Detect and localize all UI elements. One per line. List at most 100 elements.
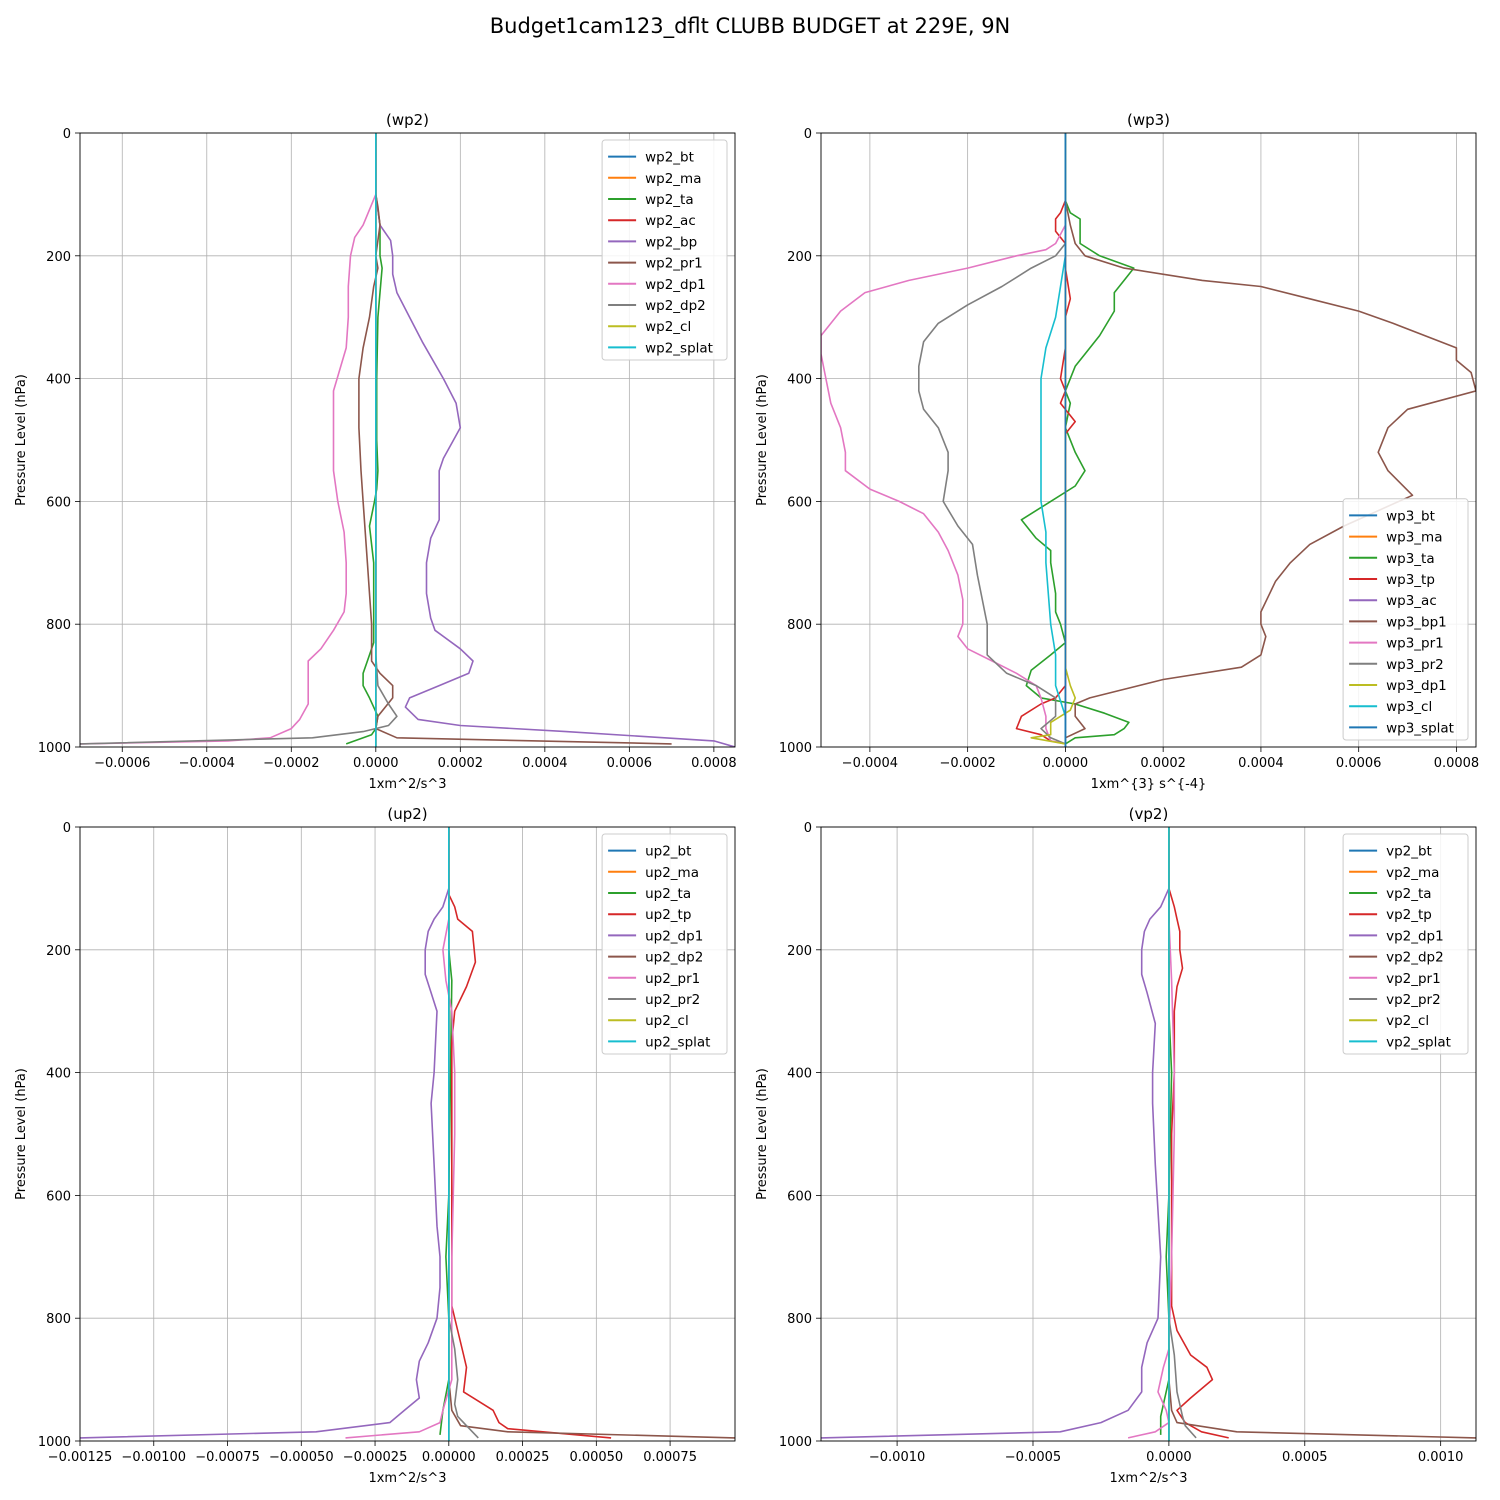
legend-label-vp2_bt: vp2_bt: [1386, 844, 1432, 860]
x-axis-label: 1xm^2/s^3: [368, 777, 446, 792]
y-tick-label: 600: [787, 495, 812, 510]
legend-label-wp3_pr1: wp3_pr1: [1386, 636, 1444, 652]
series-line-wp3_cl: [1040, 133, 1067, 747]
figure-title: Budget1cam123_dflt CLUBB BUDGET at 229E,…: [489, 14, 1011, 38]
series-line-up2_pr2: [447, 827, 479, 1439]
x-tick-label: −0.0004: [842, 756, 898, 771]
x-tick-label: −0.00125: [48, 1450, 113, 1465]
series-line-wp3_tp: [1015, 133, 1076, 745]
series-line-wp3_pr2: [917, 133, 1067, 745]
x-tick-label: −0.00050: [269, 1450, 334, 1465]
x-tick-label: 0.0000: [353, 756, 399, 771]
x-tick-label: −0.0006: [94, 756, 150, 771]
x-tick-label: 0.0004: [1238, 756, 1284, 771]
legend-label-up2_dp2: up2_dp2: [645, 950, 703, 966]
legend-label-vp2_pr1: vp2_pr1: [1386, 971, 1441, 987]
x-tick-label: −0.0004: [179, 756, 235, 771]
legend-label-wp3_dp1: wp3_dp1: [1386, 678, 1447, 694]
legend-label-vp2_cl: vp2_cl: [1386, 1013, 1429, 1029]
legend-label-up2_cl: up2_cl: [645, 1013, 689, 1029]
series-line-wp2_dp1: [80, 133, 377, 745]
legend-label-wp3_ma: wp3_ma: [1386, 530, 1442, 546]
x-tick-label: 0.00050: [569, 1450, 623, 1465]
chart-panel-0: −0.0006 −0.0004 −0.0002 0.0000 0.0002 0.0004 0…: [14, 111, 737, 792]
legend-label-wp2_dp2: wp2_dp2: [645, 298, 706, 314]
y-tick-label: 800: [787, 1312, 812, 1327]
legend-label-vp2_dp1: vp2_dp1: [1386, 928, 1444, 944]
legend-label-up2_tp: up2_tp: [645, 907, 691, 923]
y-axis-label: Pressure Level (hPa): [14, 374, 29, 506]
y-axis-label: Pressure Level (hPa): [755, 1068, 770, 1200]
y-tick-label: 400: [787, 1067, 812, 1082]
legend: wp3_bt wp3_ma wp3_ta wp3_tp wp3_ac wp3_bp1 wp3…: [1342, 498, 1469, 741]
chart-panel-2: −0.00125 −0.00100 −0.00075 −0.00050 −0.00025…: [14, 805, 736, 1486]
x-tick-label: −0.0010: [869, 1450, 925, 1465]
x-tick-label: 0.0004: [522, 756, 568, 771]
y-axis-label: Pressure Level (hPa): [755, 374, 770, 506]
x-tick-label: 0.0006: [607, 756, 653, 771]
y-tick-label: 600: [787, 1189, 812, 1204]
x-tick-label: −0.0002: [263, 756, 319, 771]
legend-label-up2_pr2: up2_pr2: [645, 992, 700, 1008]
legend-label-vp2_ma: vp2_ma: [1386, 865, 1439, 881]
legend-label-vp2_ta: vp2_ta: [1386, 886, 1431, 902]
y-tick-label: 1000: [779, 1435, 812, 1450]
legend-label-vp2_splat: vp2_splat: [1386, 1034, 1451, 1050]
y-tick-label: 1000: [779, 741, 812, 756]
series-line-wp3_dp1: [1030, 133, 1076, 745]
panel-title: (vp2): [1129, 805, 1169, 823]
legend-label-wp2_ma: wp2_ma: [645, 171, 701, 187]
series-line-up2_ta: [439, 827, 453, 1435]
series-group: [80, 133, 735, 747]
x-tick-label: 0.0000: [1043, 756, 1089, 771]
legend-label-up2_bt: up2_bt: [645, 844, 691, 860]
legend-label-wp2_ac: wp2_ac: [645, 213, 696, 229]
legend-label-wp2_bp: wp2_bp: [645, 234, 697, 250]
legend-label-vp2_dp2: vp2_dp2: [1386, 950, 1444, 966]
series-line-up2_tp: [447, 827, 612, 1439]
x-axis-label: 1xm^{3} s^{-4}: [1091, 777, 1207, 792]
y-tick-label: 0: [63, 821, 71, 836]
legend-label-wp3_bt: wp3_bt: [1386, 508, 1435, 524]
y-tick-label: 200: [46, 944, 71, 959]
panel-title: (up2): [387, 805, 427, 823]
y-tick-label: 800: [46, 1312, 71, 1327]
axes-frame: [820, 132, 1477, 748]
series-group: [80, 827, 735, 1441]
x-tick-label: 0.0008: [1434, 756, 1480, 771]
legend-label-wp2_ta: wp2_ta: [645, 192, 694, 208]
legend: wp2_bt wp2_ma wp2_ta wp2_ac wp2_bp wp2_pr1 wp2…: [601, 139, 728, 361]
legend-label-up2_ma: up2_ma: [645, 865, 699, 881]
panel-title: (wp3): [1127, 111, 1170, 129]
legend-label-wp3_pr2: wp3_pr2: [1386, 657, 1444, 673]
panel-title: (wp2): [386, 111, 429, 129]
y-tick-label: 400: [46, 373, 71, 388]
legend-label-wp2_pr1: wp2_pr1: [645, 256, 703, 272]
legend-label-vp2_pr2: vp2_pr2: [1386, 992, 1441, 1008]
legend-label-wp2_cl: wp2_cl: [645, 319, 691, 335]
y-tick-label: 200: [787, 250, 812, 265]
series-line-up2_pr1: [345, 827, 456, 1439]
y-tick-label: 800: [787, 618, 812, 633]
x-tick-label: 0.0005: [1282, 1450, 1328, 1465]
y-tick-label: 600: [46, 1189, 71, 1204]
y-tick-label: 0: [804, 821, 812, 836]
axes-frame: [79, 132, 736, 748]
y-tick-label: 1000: [38, 1435, 71, 1450]
legend: up2_bt up2_ma up2_ta up2_tp up2_dp1 up2_dp2up…: [601, 833, 728, 1055]
legend-label-wp2_bt: wp2_bt: [645, 150, 694, 166]
series-line-vp2_ta: [1159, 827, 1173, 1435]
x-axis-label: 1xm^2/s^3: [1109, 1471, 1187, 1486]
series-line-wp3_pr1: [821, 133, 1067, 745]
series-line-vp2_dp1: [821, 827, 1170, 1439]
legend-label-wp3_ac: wp3_ac: [1386, 593, 1437, 609]
y-tick-label: 1000: [38, 741, 71, 756]
y-tick-label: 0: [63, 127, 71, 142]
x-tick-label: 0.00075: [643, 1450, 697, 1465]
x-tick-label: −0.00075: [195, 1450, 260, 1465]
legend: vp2_bt vp2_ma vp2_ta vp2_tp vp2_dp1 vp2_dp2vp…: [1342, 833, 1469, 1055]
series-line-wp2_bp: [374, 133, 735, 747]
y-tick-label: 800: [46, 618, 71, 633]
legend-label-wp2_splat: wp2_splat: [645, 340, 713, 356]
